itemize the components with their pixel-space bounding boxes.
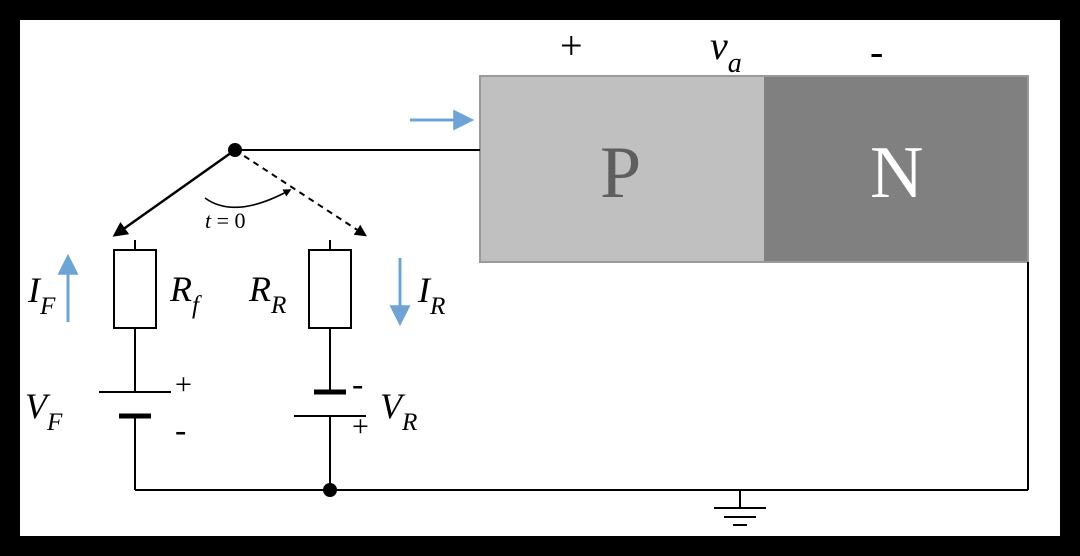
t0-rest: = 0 — [211, 208, 245, 233]
va-sub: a — [728, 48, 742, 79]
t-zero-label: t = 0 — [205, 210, 246, 232]
va-main: v — [710, 23, 728, 68]
vf-sub: F — [47, 409, 62, 436]
if-sub: F — [40, 293, 55, 320]
rr-sub: R — [271, 292, 286, 319]
va-plus: + — [560, 26, 583, 66]
va-label: va — [710, 26, 742, 74]
rf-label: Rf — [170, 271, 199, 314]
va-minus: - — [870, 32, 883, 72]
rr-main: R — [249, 269, 271, 309]
vr-minus: - — [352, 368, 363, 402]
diagram-frame: + - va P N t = 0 IF IR Rf RR VF VR + - +… — [14, 14, 1066, 542]
if-label: IF — [28, 272, 55, 315]
rf-main: R — [170, 269, 192, 309]
vf-label: VF — [25, 388, 62, 431]
vr-label: VR — [380, 388, 417, 431]
ir-sub: R — [430, 293, 445, 320]
vf-plus: + — [175, 370, 192, 400]
vf-main: V — [25, 386, 47, 426]
n-label: N — [870, 136, 923, 210]
vr-sub: R — [402, 409, 417, 436]
ir-main: I — [418, 270, 430, 310]
p-label: P — [600, 136, 641, 210]
rf-sub: f — [192, 292, 199, 319]
vr-main: V — [380, 386, 402, 426]
ir-label: IR — [418, 272, 445, 315]
if-main: I — [28, 270, 40, 310]
vr-plus: + — [352, 412, 369, 442]
vf-minus: - — [175, 414, 186, 448]
pn-junction — [480, 76, 1028, 262]
rr-label: RR — [249, 271, 286, 314]
